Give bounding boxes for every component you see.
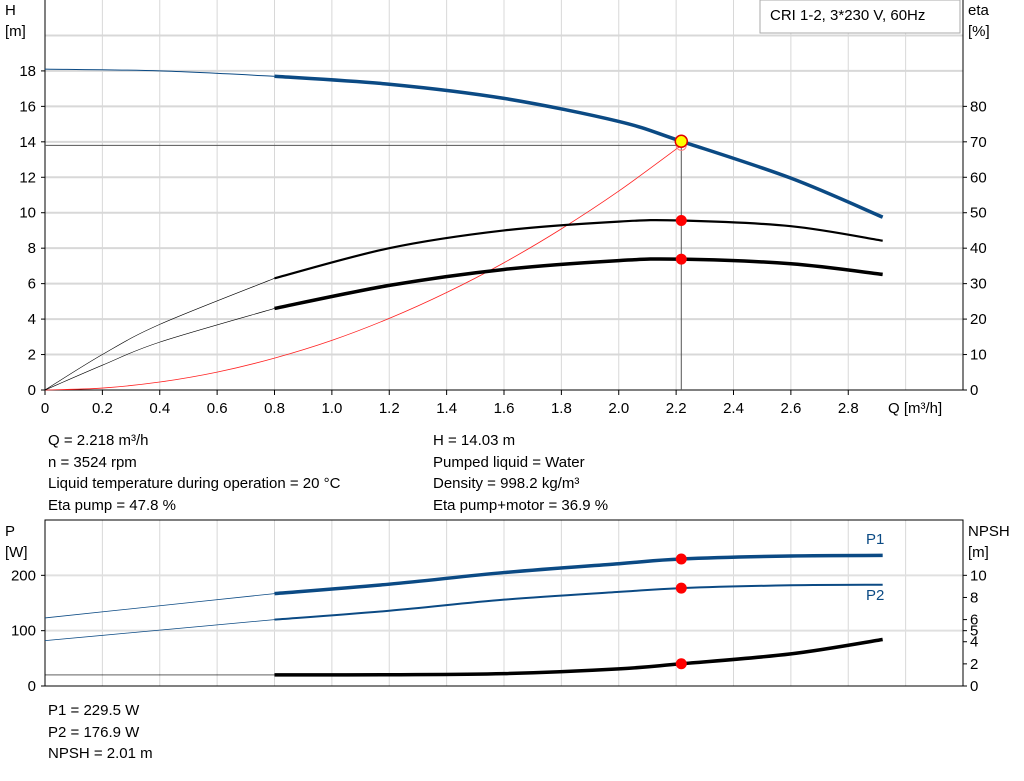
p1-point-marker (675, 553, 687, 565)
y-axis-label-top: H [m] (5, 2, 26, 40)
y2-tick-label: 2 (970, 656, 978, 673)
y2-tick-label: 20 (970, 311, 987, 328)
p1-curve-line (274, 553, 883, 596)
x-tick-label: 2.8 (838, 400, 859, 417)
x-tick-label: 1.6 (494, 400, 515, 417)
x-tick-label: 1.0 (321, 400, 342, 417)
eta-pump-point-marker (675, 215, 687, 227)
eta-pump-motor-point-marker (675, 253, 687, 265)
bottom-grid (44, 519, 964, 687)
result-head: H = 14.03 m (433, 432, 516, 449)
y2-tick-label: 5 (970, 623, 978, 640)
y2-tick-label: 0 (970, 382, 978, 399)
y-tick-label: 6 (28, 276, 36, 293)
x-tick-label: 0.8 (264, 400, 285, 417)
result-speed: n = 3524 rpm (48, 453, 137, 471)
x-tick-label: 0.2 (92, 400, 113, 417)
top-series (44, 68, 884, 391)
y2-tick-label: 50 (970, 205, 987, 222)
chart-title: CRI 1-2, 3*230 V, 60Hz (770, 7, 925, 24)
results-power: P1 = 229.5 W P2 = 176.9 W NPSH = 2.01 m (48, 700, 153, 765)
y-tick-label: 12 (19, 169, 36, 186)
x-tick-label: 2.2 (666, 400, 687, 417)
x-tick-label: 2.6 (780, 400, 801, 417)
y2-tick-label: 40 (970, 240, 987, 257)
y-tick-label: 8 (28, 240, 36, 257)
p2-curve-line-extended (44, 619, 275, 642)
y-tick-label: 14 (19, 134, 36, 151)
y2-tick-label: 8 (970, 589, 978, 606)
y2-tick-label: 60 (970, 169, 987, 186)
top-grid (44, 0, 964, 391)
y2-axis-label-bottom: NPSH [m] (968, 523, 1010, 561)
p2-curve-line (274, 583, 883, 621)
y2-tick-label: 6 (970, 612, 978, 629)
bottom-tick-labels: 0 100 200 0 2 456 8 10 (11, 567, 987, 695)
head-curve-line-extended (44, 68, 275, 77)
y2-tick-label: 70 (970, 134, 987, 151)
y-tick-label: 2 (28, 347, 36, 364)
bottom-plot-frame (44, 519, 964, 687)
x-tick-label: 2.0 (608, 400, 629, 417)
result-eta-pump-motor: Eta pump+motor = 36.9 % (433, 496, 609, 514)
y2-tick-label: 30 (970, 276, 987, 293)
results-right: H = 14.03 m Pumped liquid = Water Densit… (433, 430, 608, 516)
head-curve-line (274, 74, 884, 219)
result-p1: P1 = 229.5 W (48, 702, 140, 719)
legend-p2: P2 (866, 587, 884, 604)
y-axis-label-bottom: P [W] (5, 523, 28, 561)
x-tick-label: 2.4 (723, 400, 744, 417)
results-left: Q = 2.218 m³/h n = 3524 rpm Liquid tempe… (48, 430, 340, 516)
x-tick-label: 0.4 (149, 400, 170, 417)
y-tick-label: 10 (19, 205, 36, 222)
legend-p1: P1 (866, 531, 884, 548)
result-density: Density = 998.2 kg/m³ (433, 475, 580, 492)
x-axis-label: Q [m³/h] (888, 400, 942, 417)
bottom-series (44, 553, 883, 677)
x-tick-label: 0.6 (207, 400, 228, 417)
duty-point-marker (674, 134, 689, 149)
y-tick-label: 0 (28, 678, 36, 695)
result-flow: Q = 2.218 m³/h (48, 432, 149, 449)
npsh-curve-line (274, 637, 883, 677)
result-npsh: NPSH = 2.01 m (48, 745, 153, 762)
y-tick-label: 0 (28, 382, 36, 399)
x-tick-label: 0 (41, 400, 49, 417)
y-tick-label: 200 (11, 567, 36, 584)
y2-tick-label: 10 (970, 567, 987, 584)
eta-pump-motor-curve-line (274, 257, 883, 311)
eta-pump-motor-curve-line-extended (44, 308, 275, 391)
title-box (759, 0, 961, 34)
y2-tick-label: 0 (970, 678, 978, 695)
eta-pump-curve-line (274, 218, 883, 280)
y2-axis-label-top: eta [%] (968, 2, 990, 40)
p2-point-marker (675, 582, 687, 594)
y-tick-label: 100 (11, 623, 36, 640)
y2-tick-label: 80 (970, 98, 987, 115)
x-tick-label: 1.2 (379, 400, 400, 417)
p1-curve-line-extended (44, 593, 275, 619)
result-temperature: Liquid temperature during operation = 20… (48, 475, 341, 492)
top-tick-labels: 0 0.2 0.4 0.6 0.8 1.0 1.2 1.4 1.6 1.8 2.0 2.2 2.4 2.6… (19, 63, 986, 417)
result-eta-pump: Eta pump = 47.8 % (48, 496, 176, 514)
x-tick-label: 1.4 (436, 400, 457, 417)
y-tick-label: 18 (19, 63, 36, 80)
y-tick-label: 4 (28, 311, 36, 328)
result-p2: P2 = 176.9 W (48, 723, 140, 741)
npsh-point-marker (675, 658, 687, 670)
y-tick-label: 16 (19, 98, 36, 115)
system-curve-line (44, 145, 682, 391)
result-liquid: Pumped liquid = Water (433, 453, 585, 471)
y2-tick-label: 4 (970, 634, 978, 651)
y2-tick-label: 10 (970, 347, 987, 364)
eta-pump-curve-line-extended (44, 278, 275, 391)
x-tick-label: 1.8 (551, 400, 572, 417)
